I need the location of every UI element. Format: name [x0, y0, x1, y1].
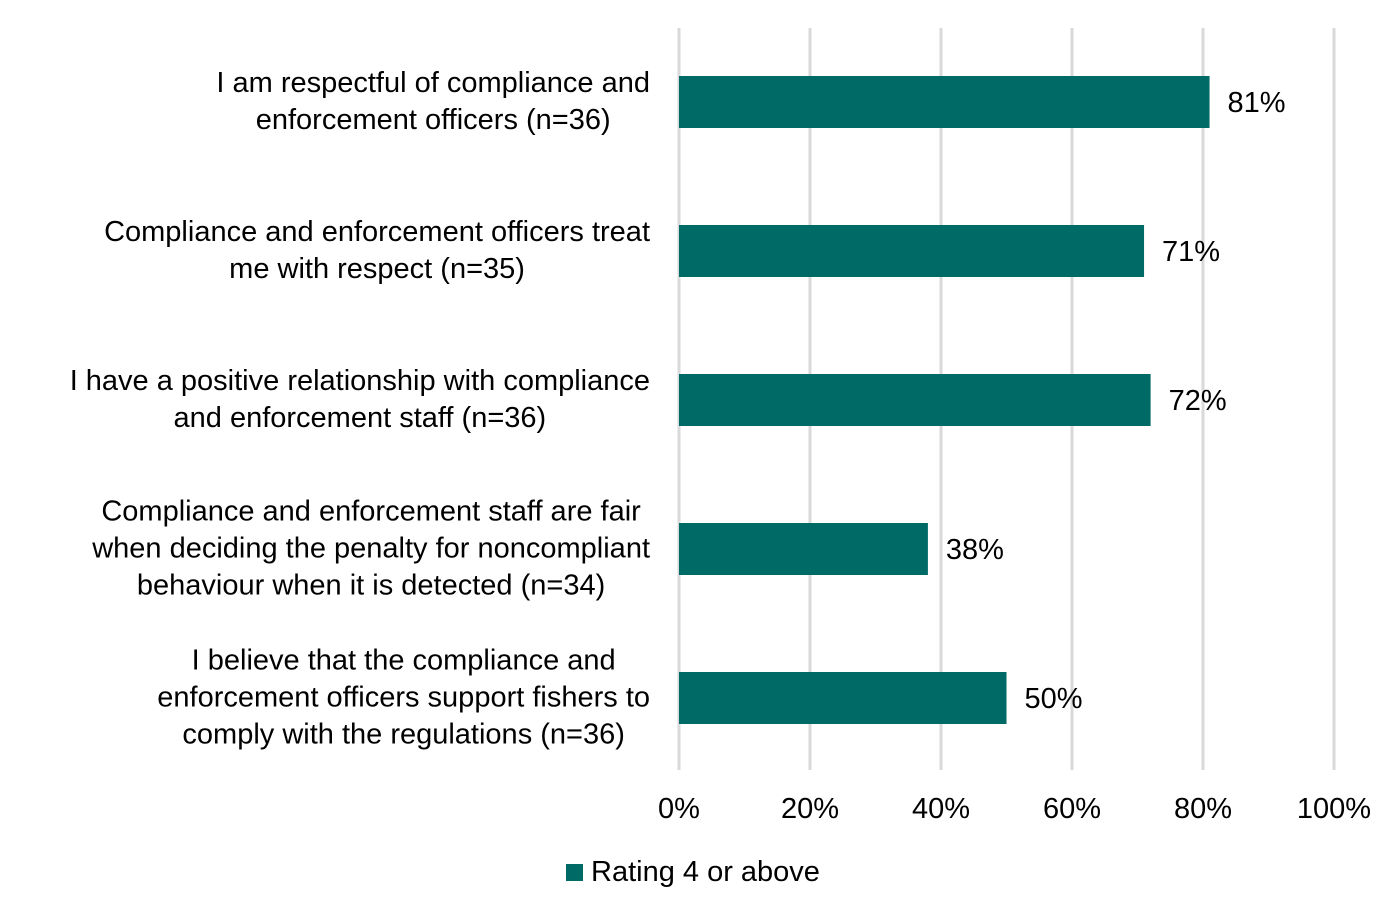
- category-label: Compliance and enforcement staff are fai…: [92, 495, 650, 602]
- legend-swatch: [566, 864, 583, 881]
- x-tick-label: 100%: [1297, 793, 1371, 825]
- category-label: I believe that the compliance and enforce…: [157, 644, 650, 751]
- category-label: Compliance and enforcement officers trea…: [104, 216, 650, 285]
- data-label: 71%: [1162, 236, 1220, 268]
- data-label: 72%: [1169, 385, 1227, 417]
- data-label: 81%: [1228, 87, 1286, 119]
- category-label: I am respectful of compliance and enforce…: [216, 67, 650, 136]
- data-label: 38%: [946, 534, 1004, 566]
- x-tick-label: 60%: [1043, 793, 1101, 825]
- x-tick-label: 20%: [781, 793, 839, 825]
- x-tick-label: 40%: [912, 793, 970, 825]
- legend: Rating 4 or above: [566, 856, 820, 889]
- category-label: I have a positive relationship with comp…: [69, 365, 650, 434]
- data-label: 50%: [1025, 683, 1083, 715]
- bar: [679, 672, 1007, 724]
- bar: [679, 523, 928, 575]
- x-tick-label: 80%: [1174, 793, 1232, 825]
- bar: [679, 225, 1145, 277]
- bar: [679, 374, 1151, 426]
- legend-label: Rating 4 or above: [591, 856, 820, 888]
- bar: [679, 76, 1210, 128]
- x-tick-label: 0%: [658, 793, 700, 825]
